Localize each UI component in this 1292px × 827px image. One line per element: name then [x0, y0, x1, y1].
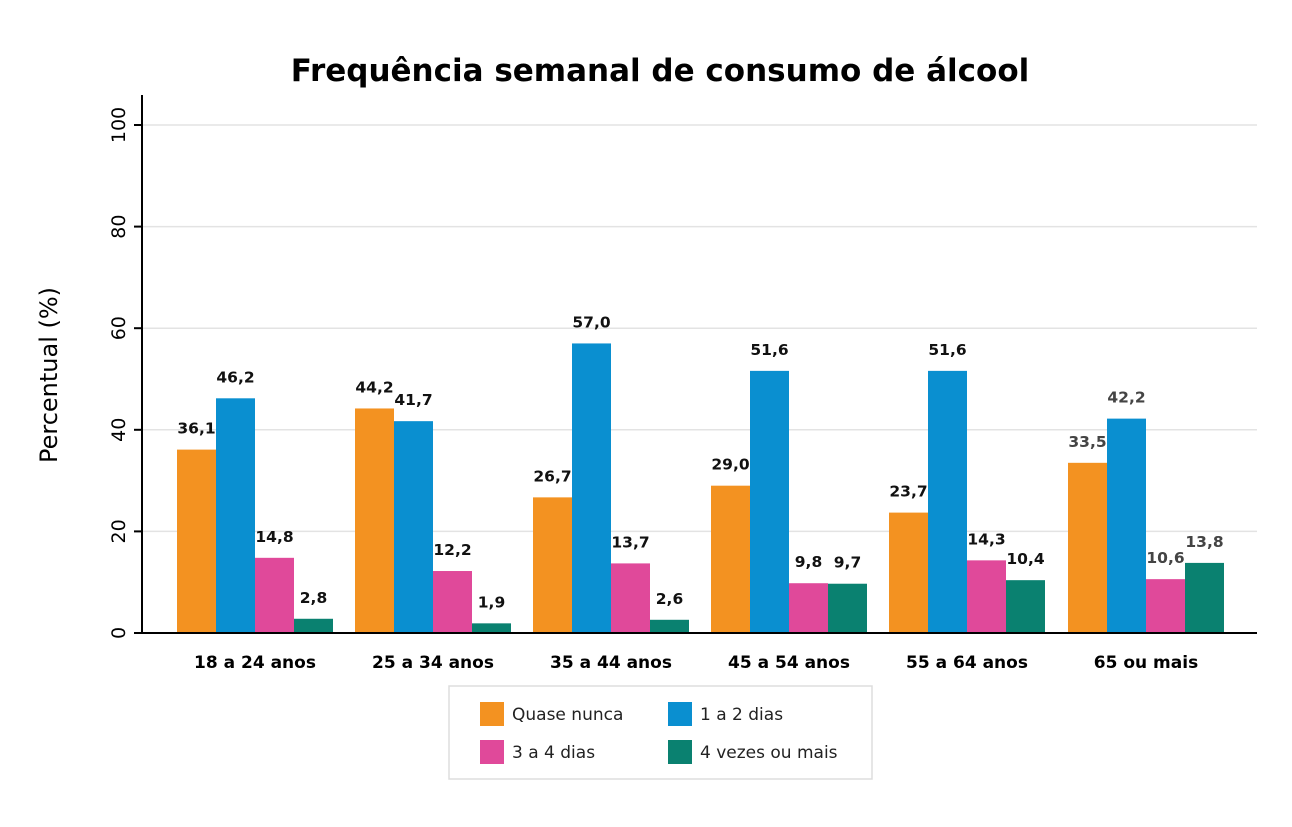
bar-25-a-34-anos-3-a-4-dias	[433, 571, 472, 633]
x-tick-label-65-ou-mais: 65 ou mais	[1094, 653, 1198, 673]
legend-label-1-a-2-dias: 1 a 2 dias	[700, 705, 783, 725]
bar-45-a-54-anos-4-vezes-ou-mais	[828, 583, 867, 633]
y-tick-label-60: 60	[108, 316, 130, 340]
bar-35-a-44-anos-quase-nunca	[533, 497, 572, 633]
bar-65-ou-mais-4-vezes-ou-mais	[1185, 562, 1224, 633]
value-label-55-a-64-anos-4-vezes-ou-mais: 10,4	[1006, 550, 1044, 568]
x-tick-label-55-a-64-anos: 55 a 64 anos	[906, 653, 1028, 673]
x-tick-label-25-a-34-anos: 25 a 34 anos	[372, 653, 494, 673]
value-label-55-a-64-anos-quase-nunca: 23,7	[889, 483, 927, 501]
bar-65-ou-mais-1-a-2-dias	[1107, 418, 1146, 633]
value-label-18-a-24-anos-1-a-2-dias: 46,2	[216, 368, 254, 386]
legend-label-4-vezes-ou-mais: 4 vezes ou mais	[700, 743, 838, 763]
chart-title: Frequência semanal de consumo de álcool	[291, 53, 1030, 89]
value-label-65-ou-mais-3-a-4-dias: 10,6	[1146, 549, 1184, 567]
x-tick-label-18-a-24-anos: 18 a 24 anos	[194, 653, 316, 673]
value-labels: 36,1 46,2 14,8 2,8 44,241,7 12,2 1,9 26,7 57,0 13…	[177, 313, 1223, 611]
y-tick-label-100: 100	[108, 107, 130, 143]
legend-swatch-quase-nunca	[480, 702, 504, 726]
bar-55-a-64-anos-3-a-4-dias	[967, 560, 1006, 633]
value-label-25-a-34-anos-3-a-4-dias: 12,2	[433, 541, 471, 559]
value-label-35-a-44-anos-quase-nunca: 26,7	[533, 467, 571, 485]
value-label-18-a-24-anos-4-vezes-ou-mais: 2,8	[300, 589, 327, 607]
bar-25-a-34-anos-quase-nunca	[355, 408, 394, 633]
x-axis-ticks: 18 a 24 anos 25 a 34 anos 35 a 44 anos 45 a…	[194, 653, 1198, 673]
legend-swatch-4-vezes-ou-mais	[668, 740, 692, 764]
y-tick-label-40: 40	[108, 418, 130, 442]
legend-swatch-3-a-4-dias	[480, 740, 504, 764]
y-tick-label-0: 0	[108, 627, 130, 639]
value-label-45-a-54-anos-3-a-4-dias: 9,8	[795, 553, 822, 571]
y-axis-label: Percentual (%)	[35, 287, 63, 463]
bar-55-a-64-anos-quase-nunca	[889, 512, 928, 633]
value-label-45-a-54-anos-4-vezes-ou-mais: 9,7	[834, 554, 861, 572]
bar-55-a-64-anos-1-a-2-dias	[928, 370, 967, 633]
value-label-35-a-44-anos-4-vezes-ou-mais: 2,6	[656, 590, 683, 608]
value-label-65-ou-mais-quase-nunca: 33,5	[1068, 433, 1106, 451]
value-label-55-a-64-anos-3-a-4-dias: 14,3	[967, 530, 1005, 548]
bar-25-a-34-anos-4-vezes-ou-mais	[472, 623, 511, 633]
legend-label-quase-nunca: Quase nunca	[512, 705, 623, 725]
value-label-25-a-34-anos-1-a-2-dias: 41,7	[394, 391, 432, 409]
bar-18-a-24-anos-3-a-4-dias	[255, 557, 294, 633]
bar-55-a-64-anos-4-vezes-ou-mais	[1006, 580, 1045, 633]
y-tick-label-20: 20	[108, 519, 130, 543]
bar-35-a-44-anos-1-a-2-dias	[572, 343, 611, 633]
bar-65-ou-mais-quase-nunca	[1068, 462, 1107, 633]
legend: Quase nunca 1 a 2 dias 3 a 4 dias 4 veze…	[448, 685, 873, 780]
value-label-25-a-34-anos-quase-nunca: 44,2	[355, 378, 393, 396]
value-label-18-a-24-anos-3-a-4-dias: 14,8	[255, 528, 293, 546]
bar-18-a-24-anos-4-vezes-ou-mais	[294, 618, 333, 633]
value-label-65-ou-mais-4-vezes-ou-mais: 13,8	[1185, 533, 1223, 551]
legend-box	[448, 685, 873, 780]
bar-18-a-24-anos-1-a-2-dias	[216, 398, 255, 633]
value-label-18-a-24-anos-quase-nunca: 36,1	[177, 420, 215, 438]
value-label-55-a-64-anos-1-a-2-dias: 51,6	[928, 341, 966, 359]
value-label-45-a-54-anos-1-a-2-dias: 51,6	[750, 341, 788, 359]
bar-45-a-54-anos-3-a-4-dias	[789, 583, 828, 633]
value-label-35-a-44-anos-1-a-2-dias: 57,0	[572, 313, 610, 331]
bars	[177, 343, 1224, 633]
value-label-25-a-34-anos-4-vezes-ou-mais: 1,9	[478, 593, 505, 611]
bar-35-a-44-anos-3-a-4-dias	[611, 563, 650, 633]
bar-45-a-54-anos-quase-nunca	[711, 485, 750, 633]
legend-label-3-a-4-dias: 3 a 4 dias	[512, 743, 595, 763]
bar-25-a-34-anos-1-a-2-dias	[394, 421, 433, 633]
value-label-45-a-54-anos-quase-nunca: 29,0	[711, 456, 749, 474]
bar-18-a-24-anos-quase-nunca	[177, 449, 216, 633]
x-tick-label-45-a-54-anos: 45 a 54 anos	[728, 653, 850, 673]
y-axis-ticks: 0 20 40 60 80 100	[108, 107, 142, 639]
value-label-35-a-44-anos-3-a-4-dias: 13,7	[611, 533, 649, 551]
y-tick-label-80: 80	[108, 215, 130, 239]
bar-45-a-54-anos-1-a-2-dias	[750, 370, 789, 633]
legend-swatch-1-a-2-dias	[668, 702, 692, 726]
value-label-65-ou-mais-1-a-2-dias: 42,2	[1107, 389, 1145, 407]
x-tick-label-35-a-44-anos: 35 a 44 anos	[550, 653, 672, 673]
bar-65-ou-mais-3-a-4-dias	[1146, 579, 1185, 633]
bar-35-a-44-anos-4-vezes-ou-mais	[650, 619, 689, 633]
